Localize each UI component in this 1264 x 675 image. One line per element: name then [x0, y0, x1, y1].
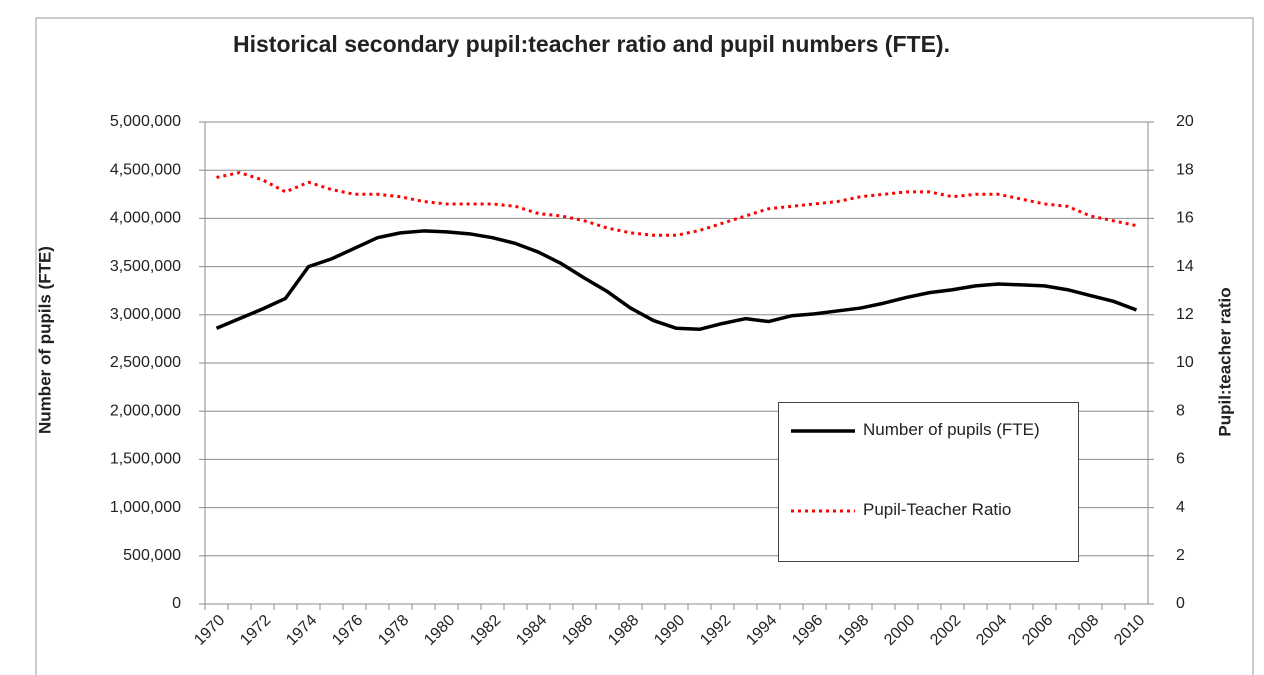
x-tick-label: 1972 — [237, 612, 274, 649]
chart-frame — [35, 17, 1254, 675]
legend-item: Pupil-Teacher Ratio — [789, 499, 1011, 521]
chart-title: Historical secondary pupil:teacher ratio… — [233, 31, 950, 57]
y2-tick-label: 8 — [1176, 402, 1185, 419]
x-tick-label: 1988 — [605, 612, 642, 649]
legend-swatch — [791, 509, 855, 513]
y2-tick-label: 0 — [1176, 595, 1185, 612]
y-axis-title: Number of pupils (FTE) — [35, 246, 54, 434]
legend-label: Number of pupils (FTE) — [863, 420, 1040, 439]
y2-axis-title: Pupil:teacher ratio — [1215, 287, 1234, 436]
x-tick-label: 1986 — [559, 612, 596, 649]
y-tick-label: 0 — [172, 595, 181, 612]
series-line — [215, 229, 1138, 332]
legend: Number of pupils (FTE) Pupil-Teacher Rat… — [778, 402, 1079, 562]
x-tick-label: 1970 — [191, 612, 228, 649]
x-tick-label: 1990 — [651, 612, 688, 649]
y-tick-label: 3,500,000 — [110, 258, 181, 275]
series-line — [216, 171, 1137, 237]
y2-tick-label: 14 — [1176, 258, 1194, 275]
legend-label: Pupil-Teacher Ratio — [863, 500, 1012, 519]
x-tick-label: 2004 — [973, 612, 1010, 649]
x-tick-label: 1974 — [283, 612, 320, 649]
y-tick-label: 1,000,000 — [110, 499, 181, 516]
y2-tick-label: 10 — [1176, 354, 1194, 371]
y-tick-label: 2,500,000 — [110, 354, 181, 371]
y2-tick-label: 12 — [1176, 306, 1194, 323]
x-tick-label: 1980 — [421, 612, 458, 649]
y-tick-label: 4,000,000 — [110, 210, 181, 227]
x-tick-label: 1978 — [375, 612, 412, 649]
x-tick-label: 1996 — [789, 612, 826, 649]
legend-swatch — [791, 429, 855, 433]
x-tick-label: 1982 — [467, 612, 504, 649]
x-tick-label: 1998 — [835, 612, 872, 649]
y2-tick-label: 18 — [1176, 161, 1194, 178]
y-tick-label: 5,000,000 — [110, 113, 181, 130]
x-tick-label: 1992 — [697, 612, 734, 649]
x-tick-label: 1994 — [743, 612, 780, 649]
x-tick-label: 2000 — [881, 612, 918, 649]
y2-tick-label: 20 — [1176, 113, 1194, 130]
y-tick-label: 1,500,000 — [110, 451, 181, 468]
y2-tick-label: 6 — [1176, 451, 1185, 468]
x-tick-label: 2010 — [1111, 612, 1148, 649]
y2-tick-label: 2 — [1176, 547, 1185, 564]
y-tick-label: 500,000 — [123, 547, 181, 564]
x-tick-label: 2006 — [1019, 612, 1056, 649]
y-tick-label: 4,500,000 — [110, 161, 181, 178]
y2-tick-label: 4 — [1176, 499, 1185, 516]
y2-tick-label: 16 — [1176, 210, 1194, 227]
x-tick-label: 2002 — [927, 612, 964, 649]
y-tick-label: 2,000,000 — [110, 402, 181, 419]
x-tick-label: 2008 — [1065, 612, 1102, 649]
x-tick-label: 1984 — [513, 612, 550, 649]
plot-border — [204, 121, 1149, 605]
legend-item: Number of pupils (FTE) — [789, 419, 1043, 441]
x-tick-label: 1976 — [329, 612, 366, 649]
y-tick-label: 3,000,000 — [110, 306, 181, 323]
